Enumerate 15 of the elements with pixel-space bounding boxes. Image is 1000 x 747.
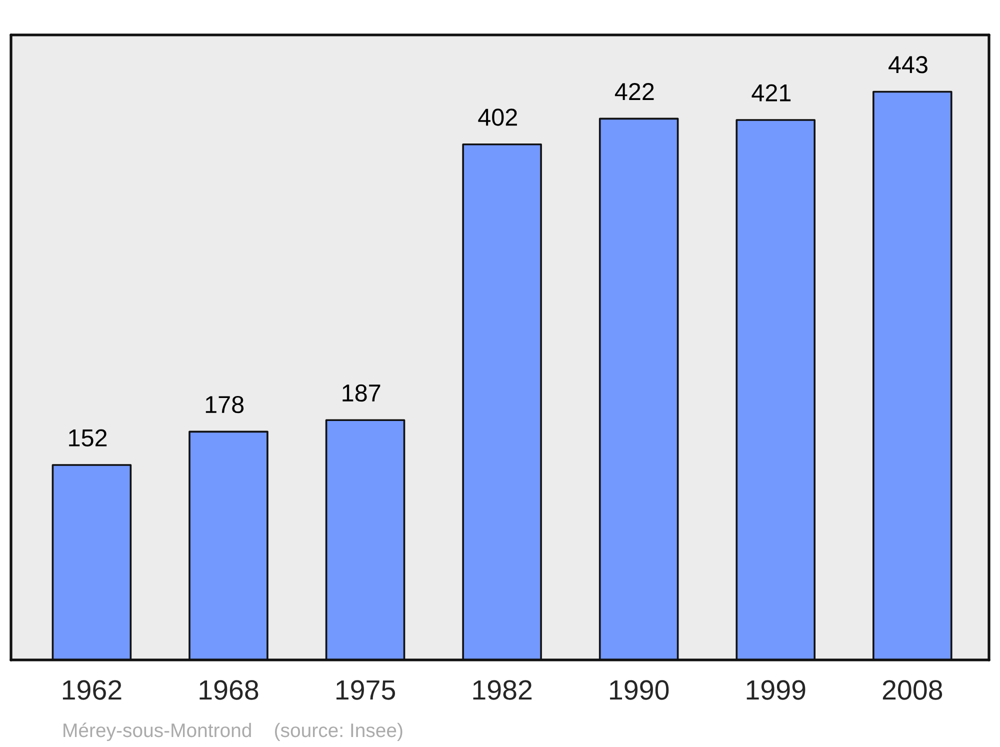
x-tick-label: 1982 [473,680,532,700]
data-label: 178 [206,396,244,414]
data-label: 187 [342,384,380,402]
x-tick-label: 1962 [62,680,122,700]
data-label: 402 [478,108,517,126]
data-label: 422 [614,82,654,100]
x-tick-label: 1975 [336,680,396,700]
text: Mérey-sous-Montrond (source: Insee) [64,722,402,742]
x-tick-label: 1968 [200,680,258,700]
x-tick-label: 1990 [610,680,669,700]
x-tick-label: 2008 [882,680,942,700]
x-tick-label: 1999 [746,680,806,700]
data-label: 421 [752,84,791,102]
data-label: 152 [69,429,107,447]
data-label: 443 [888,56,928,74]
